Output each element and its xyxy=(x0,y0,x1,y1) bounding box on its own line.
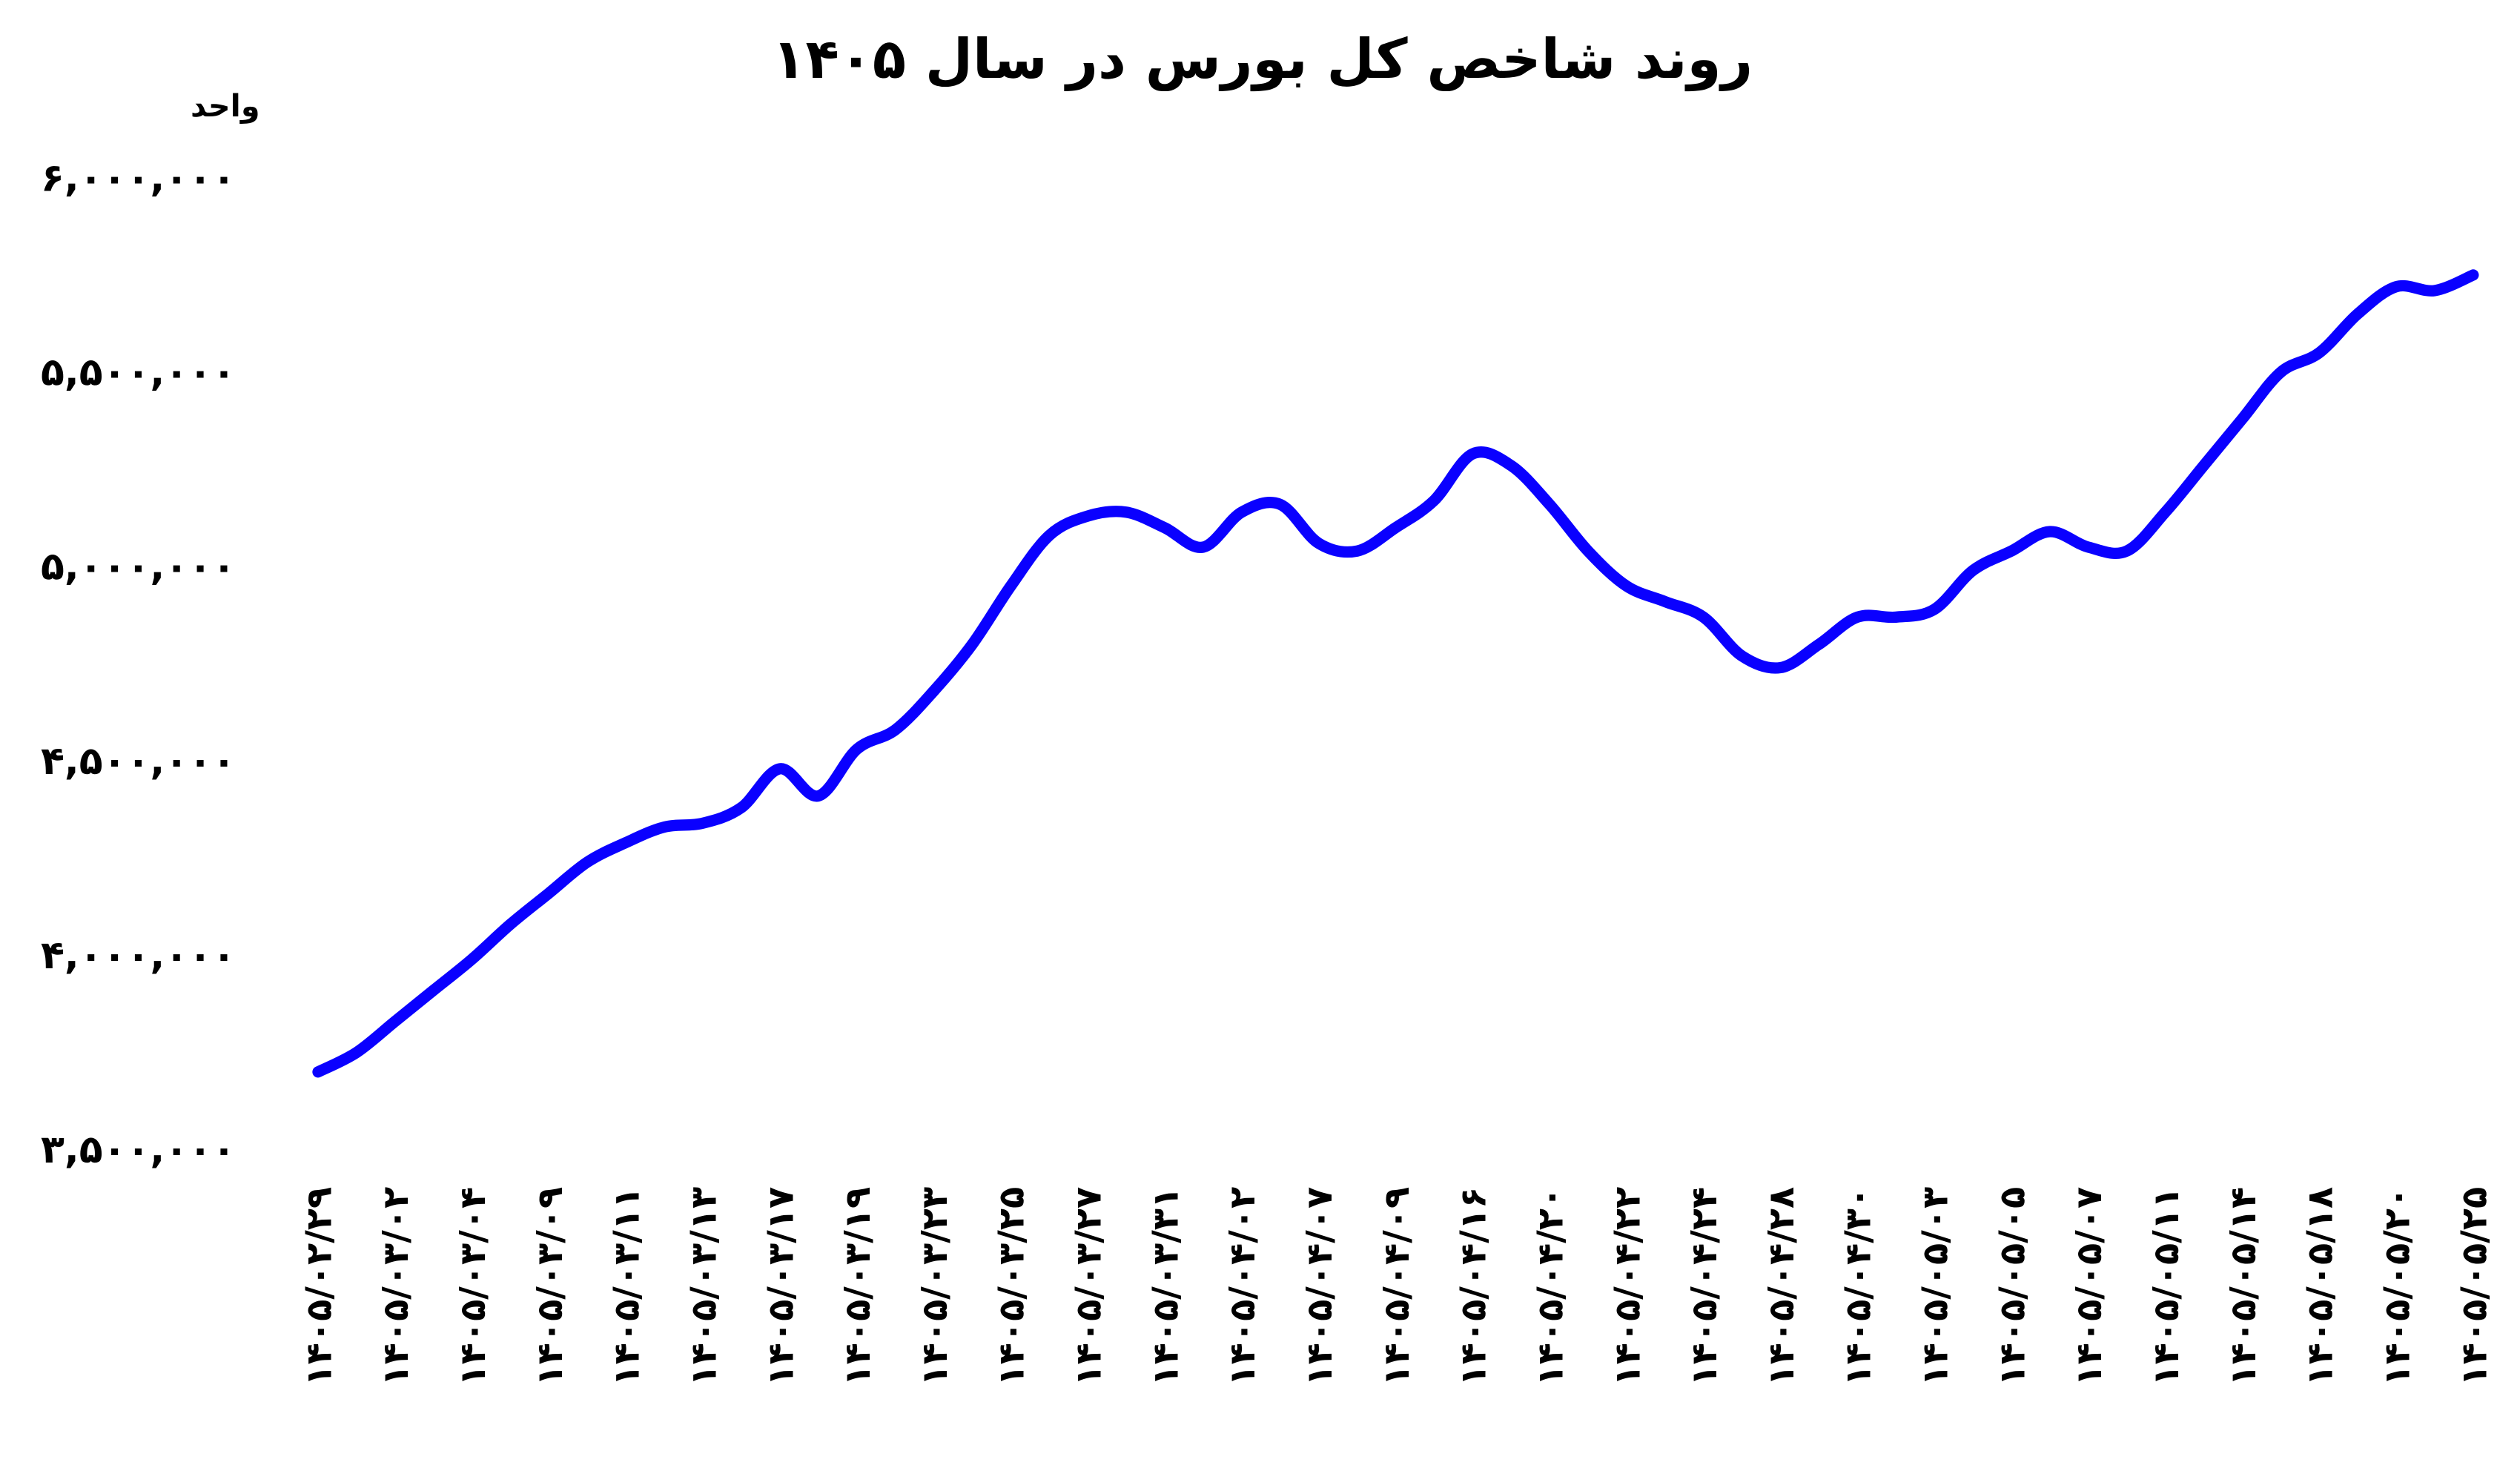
x-tick-label: ۱۴۰۵/۰۳/۲۷ xyxy=(1069,1187,1110,1386)
x-tick-label: ۱۴۰۵/۰۴/۲۰ xyxy=(1530,1187,1571,1386)
x-tick-label: ۱۴۰۵/۰۴/۱۶ xyxy=(1454,1187,1495,1386)
x-tick-label: ۱۴۰۵/۰۵/۰۷ xyxy=(2069,1187,2110,1386)
x-tick-label: ۱۴۰۵/۰۳/۲۳ xyxy=(915,1187,956,1386)
x-tick-label: ۱۴۰۵/۰۴/۲۲ xyxy=(1607,1187,1648,1386)
x-tick-label: ۱۴۰۵/۰۵/۱۴ xyxy=(2223,1187,2264,1386)
x-tick-label: ۱۴۰۵/۰۵/۱۱ xyxy=(2146,1187,2187,1386)
y-tick-label: ۴,۵۰۰,۰۰۰ xyxy=(41,739,236,784)
x-tick-label: ۱۴۰۵/۰۵/۲۰ xyxy=(2377,1187,2418,1386)
x-tick-label: ۱۴۰۵/۰۳/۱۷ xyxy=(761,1187,801,1386)
x-tick-label: ۱۴۰۵/۰۵/۰۵ xyxy=(1992,1187,2033,1386)
x-tick-label: ۱۴۰۵/۰۳/۲۵ xyxy=(992,1187,1033,1386)
x-tick-label: ۱۴۰۵/۰۵/۰۳ xyxy=(1916,1187,1957,1386)
y-tick-label: ۵,۰۰۰,۰۰۰ xyxy=(41,545,236,589)
x-tick-label: ۱۴۰۵/۰۴/۲۴ xyxy=(1684,1187,1725,1386)
y-axis-label: واحد xyxy=(191,88,260,125)
y-tick-label: ۳,۵۰۰,۰۰۰ xyxy=(41,1128,236,1172)
x-tick-label: ۱۴۰۵/۰۴/۲۸ xyxy=(1762,1187,1802,1386)
x-tick-label: ۱۴۰۵/۰۴/۰۲ xyxy=(1223,1187,1263,1386)
x-tick-label: ۱۴۰۵/۰۵/۱۸ xyxy=(2301,1187,2341,1386)
x-tick-label: ۱۴۰۵/۰۲/۲۹ xyxy=(299,1187,340,1386)
x-tick-label: ۱۴۰۵/۰۳/۳۱ xyxy=(1145,1187,1186,1386)
x-tick-label: ۱۴۰۵/۰۳/۱۱ xyxy=(607,1187,648,1386)
x-tick-label: ۱۴۰۵/۰۴/۳۰ xyxy=(1839,1187,1879,1386)
chart-title: روند شاخص کل بورس در سال ۱۴۰۵ xyxy=(772,27,1753,92)
y-tick-label: ۶,۰۰۰,۰۰۰ xyxy=(41,156,236,200)
x-tick-label: ۱۴۰۵/۰۳/۰۹ xyxy=(530,1187,571,1386)
y-tick-label: ۵,۵۰۰,۰۰۰ xyxy=(41,350,236,394)
data-line xyxy=(312,269,2479,1078)
x-tick-label: ۱۴۰۵/۰۳/۱۹ xyxy=(838,1187,879,1386)
x-tick-label: ۱۴۰۵/۰۳/۰۲ xyxy=(376,1187,417,1386)
x-tick-label: ۱۴۰۵/۰۵/۲۵ xyxy=(2454,1187,2495,1386)
x-tick-label: ۱۴۰۵/۰۴/۰۷ xyxy=(1300,1187,1340,1386)
x-tick-label: ۱۴۰۵/۰۳/۰۴ xyxy=(453,1187,494,1386)
x-tick-label: ۱۴۰۵/۰۳/۱۳ xyxy=(684,1187,724,1386)
x-tick-label: ۱۴۰۵/۰۴/۰۹ xyxy=(1377,1187,1418,1386)
y-tick-label: ۴,۰۰۰,۰۰۰ xyxy=(41,933,236,978)
